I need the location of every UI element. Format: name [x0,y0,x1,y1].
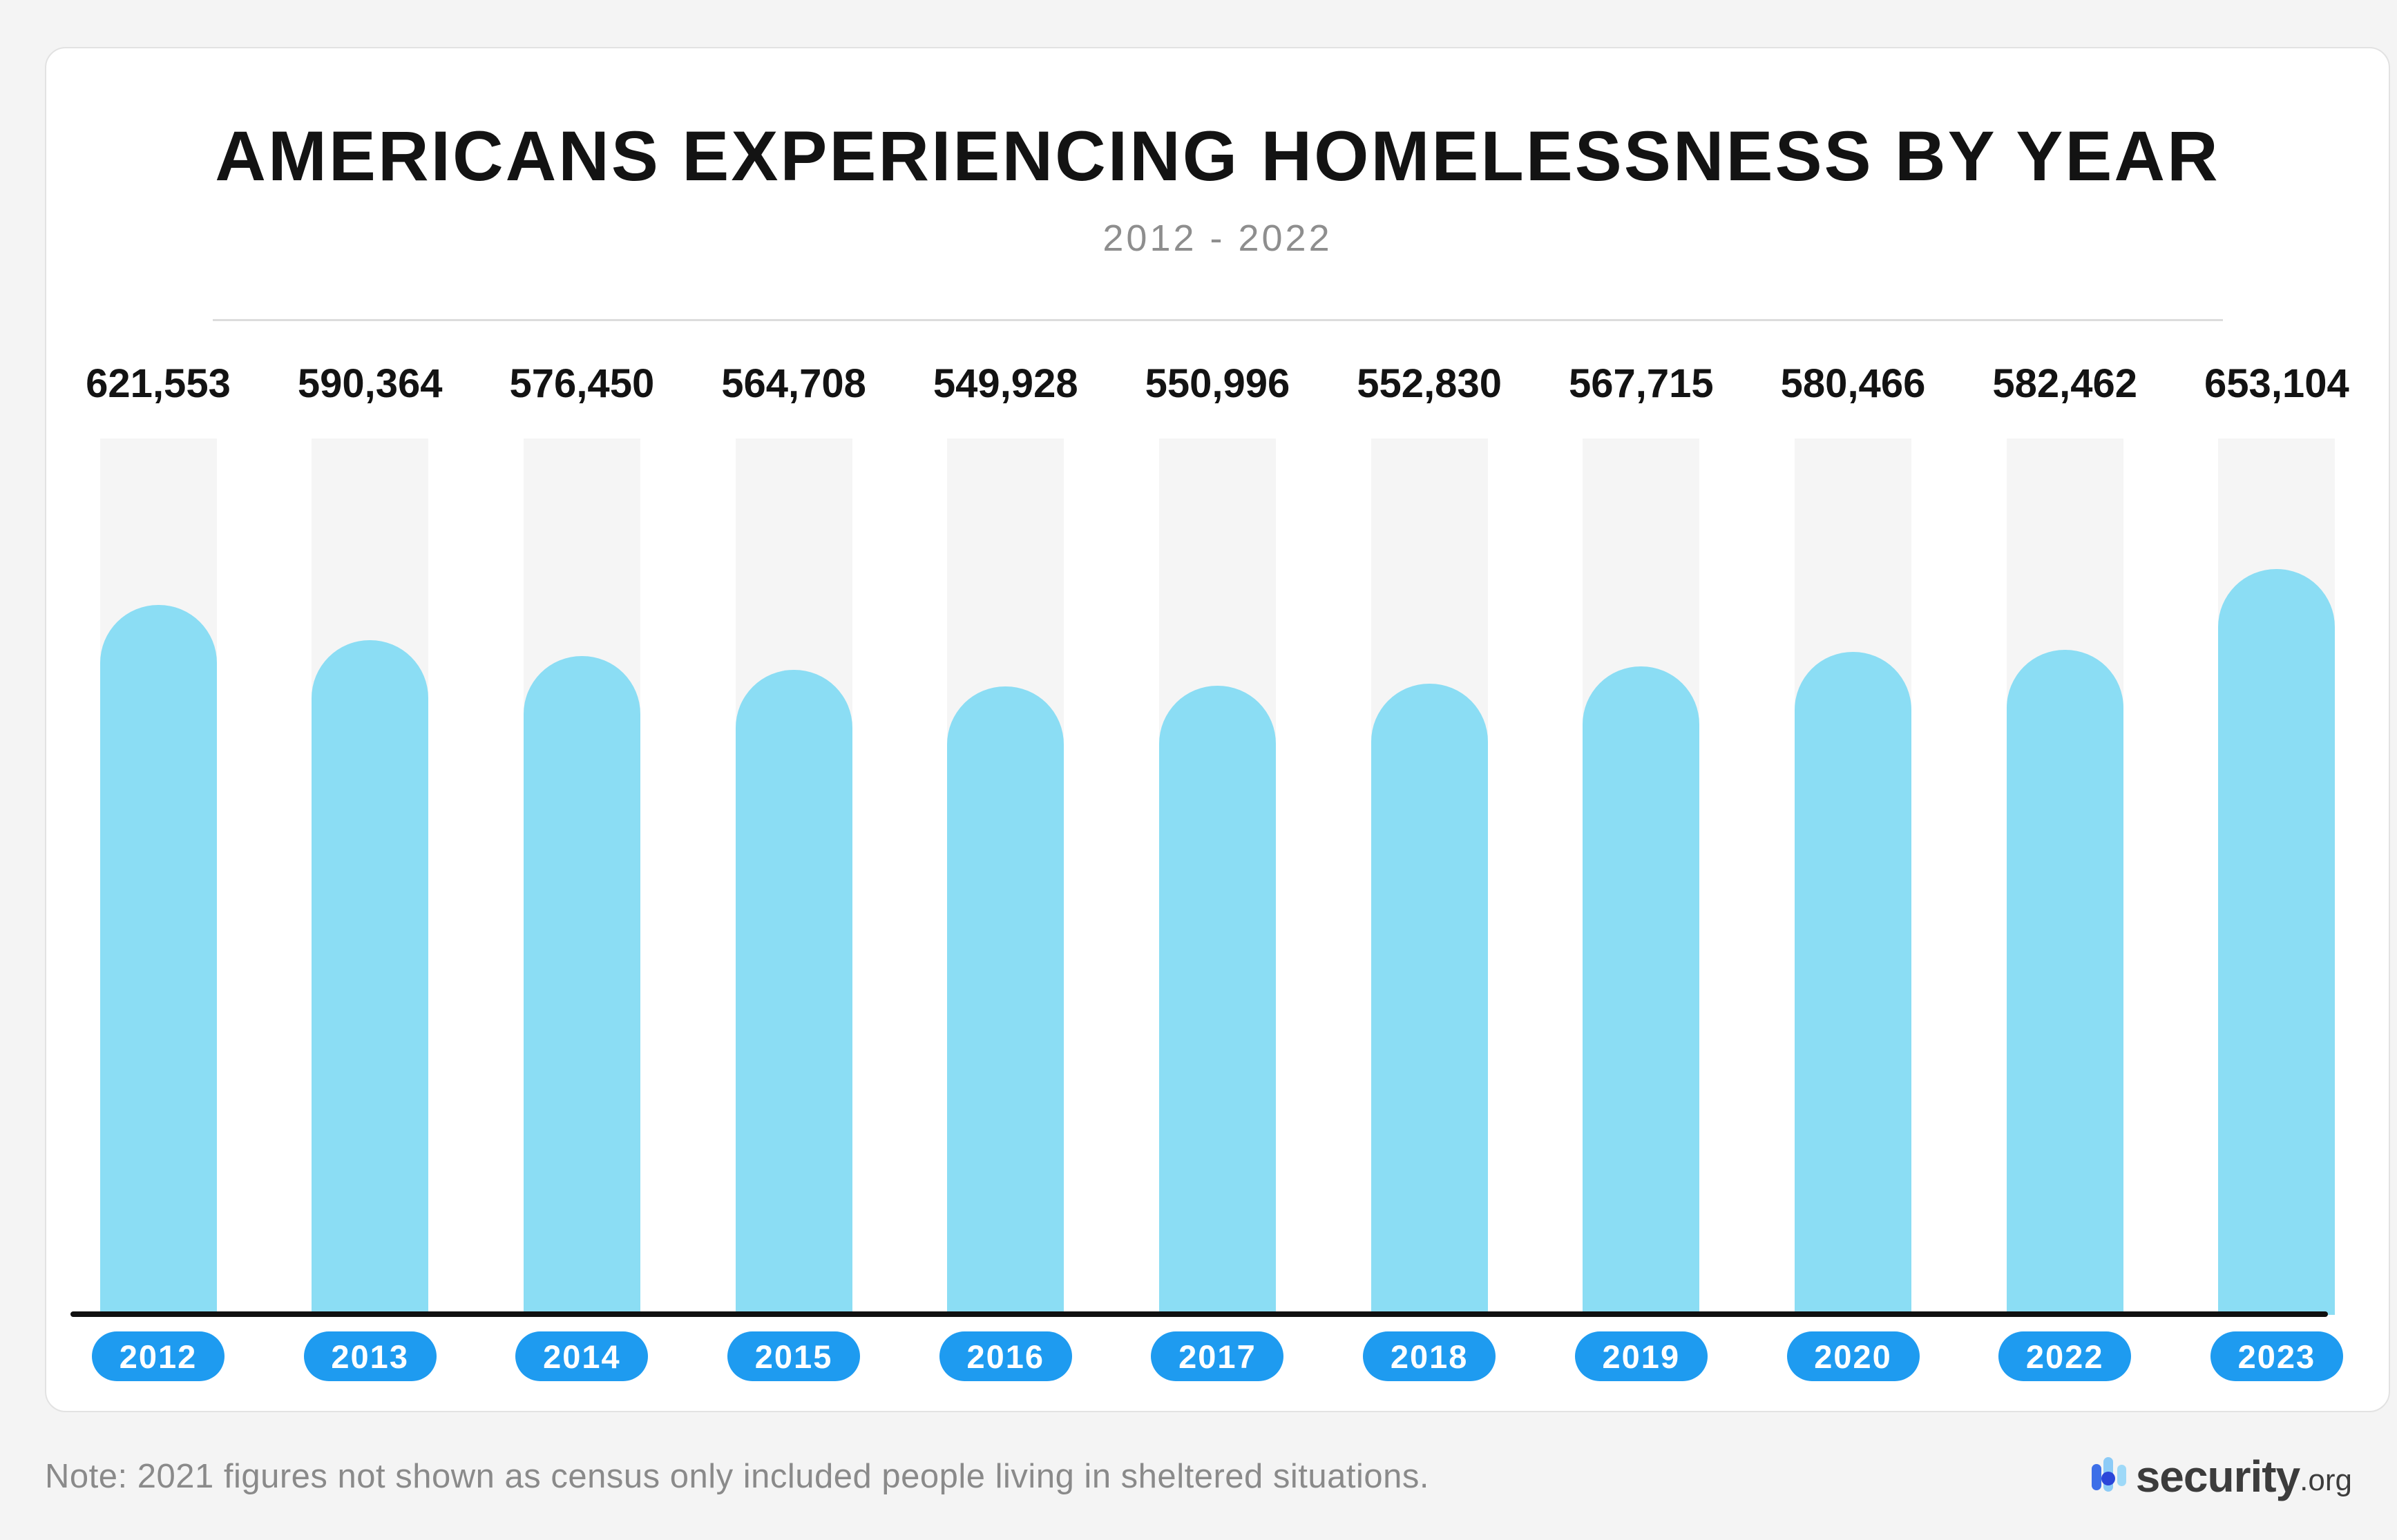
chart-columns: 621,553 2012 590,364 2013 576,450 2014 564,708… [86,360,2349,1382]
logo-bar-right [2117,1464,2126,1486]
logo-dot [2101,1471,2115,1485]
bar-track [312,439,429,1316]
baseline-axis [70,1311,2328,1318]
bar-track [1795,439,1911,1316]
bar-value-label: 576,450 [509,361,655,407]
year-pill: 2019 [1574,1331,1708,1382]
bar-column: 549,928 2016 [933,360,1078,1382]
bar [947,686,1064,1316]
year-pill: 2017 [1151,1331,1284,1382]
bar-track [947,439,1064,1316]
bar [1158,685,1276,1316]
logo-bar-left [2091,1463,2101,1490]
bar [2006,649,2123,1316]
bar-value-label: 567,715 [1568,361,1714,407]
bar-column: 564,708 2015 [721,360,866,1382]
bar [1583,666,1700,1316]
bar-track [1158,439,1276,1316]
bar-column: 590,364 2013 [298,360,443,1382]
bar-track [523,439,640,1316]
bar-track [2006,439,2123,1316]
brand-name: security [2135,1451,2300,1501]
year-pill: 2012 [92,1331,225,1382]
bar-value-label: 621,553 [86,361,231,407]
bar [1795,651,1911,1316]
bar-column: 582,462 2022 [1992,360,2137,1382]
bar-column: 576,450 2014 [510,360,654,1382]
bar [312,640,429,1316]
security-logo-icon [2091,1455,2126,1498]
bar-value-label: 550,996 [1145,361,1290,407]
bar-value-label: 653,104 [2204,361,2349,407]
bar-track [99,439,217,1316]
bar-track [1371,439,1488,1316]
chart-card: AMERICANS EXPERIENCING HOMELESSNESS BY Y… [45,47,2390,1412]
chart-area: 621,553 2012 590,364 2013 576,450 2014 564,708… [46,360,2389,1382]
year-pill: 2023 [2210,1331,2343,1382]
bar [735,669,852,1316]
year-pill: 2014 [515,1331,649,1382]
bar-column: 550,996 2017 [1145,360,1290,1382]
year-pill: 2015 [727,1331,861,1382]
brand-lockup: security .org [2091,1451,2352,1501]
bar [99,604,217,1316]
bar-column: 580,466 2020 [1781,360,1925,1382]
year-pill: 2022 [1998,1331,2132,1382]
year-pill: 2013 [303,1331,437,1382]
bar-value-label: 582,462 [1992,361,2138,407]
divider [212,319,2223,322]
bar-track [1583,439,1700,1316]
footer: Note: 2021 figures not shown as census o… [45,1412,2352,1540]
bar-column: 653,104 2023 [2204,360,2349,1382]
bar-value-label: 552,830 [1357,361,1502,407]
chart-title: AMERICANS EXPERIENCING HOMELESSNESS BY Y… [215,117,2220,195]
bar [1371,683,1488,1316]
bar [2218,568,2336,1316]
bar-value-label: 549,928 [933,361,1078,407]
bar-column: 567,715 2019 [1569,360,1714,1382]
year-pill: 2020 [1786,1331,1920,1382]
bar [523,656,640,1316]
chart-subtitle: 2012 - 2022 [1102,218,1333,260]
year-pill: 2018 [1363,1331,1496,1382]
bar-track [735,439,852,1316]
bar-column: 621,553 2012 [86,360,231,1382]
bar-value-label: 564,708 [721,361,866,407]
bar-column: 552,830 2018 [1357,360,1502,1382]
year-pill: 2016 [939,1331,1072,1382]
footnote: Note: 2021 figures not shown as census o… [45,1457,1429,1495]
bar-value-label: 590,364 [297,361,443,407]
brand-suffix: .org [2300,1463,2352,1497]
bar-value-label: 580,466 [1780,361,1926,407]
bar-track [2218,439,2336,1316]
